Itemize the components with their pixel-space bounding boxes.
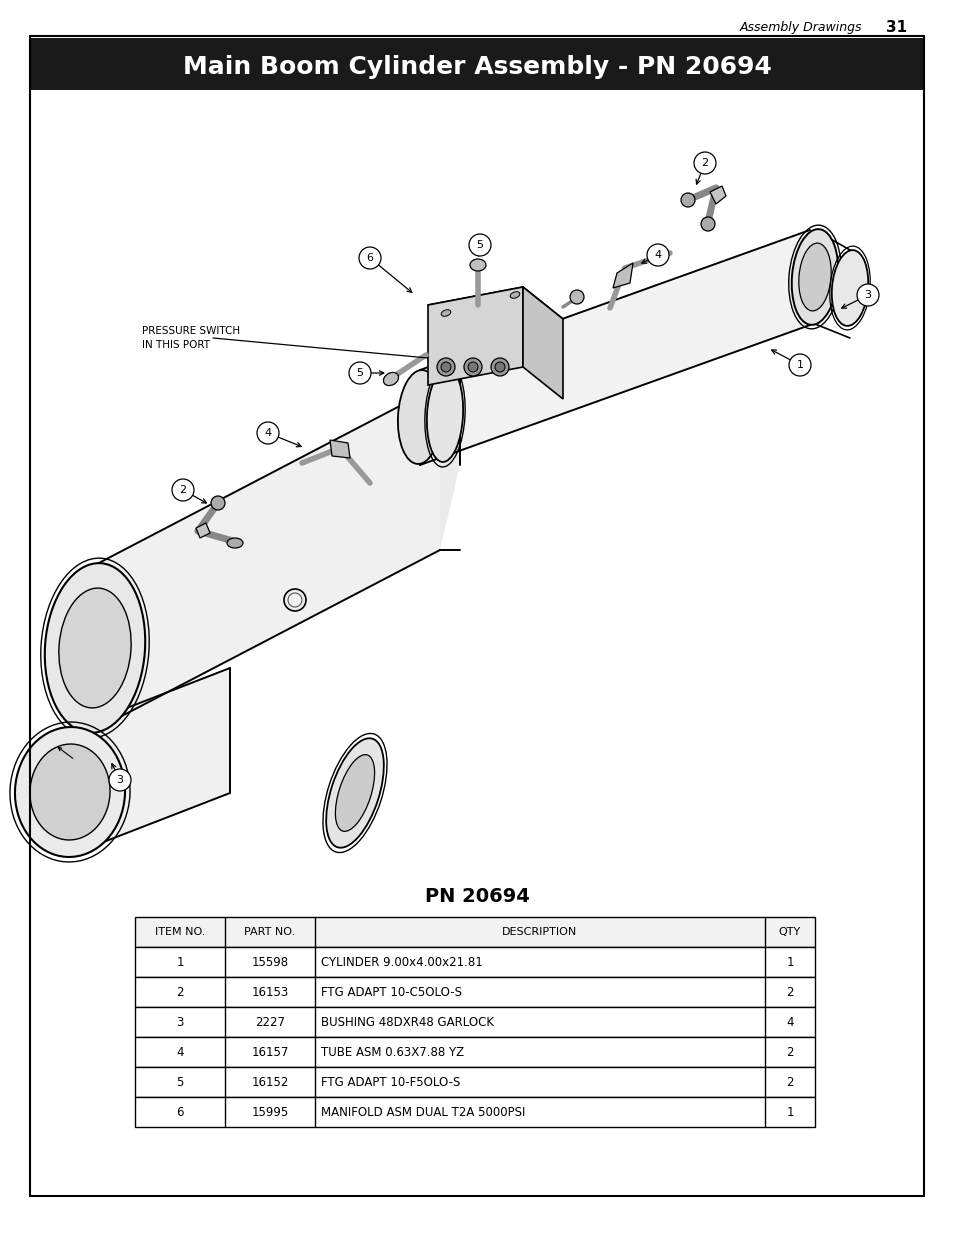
Text: 5: 5 (176, 1076, 184, 1088)
Polygon shape (195, 522, 210, 538)
Text: 2: 2 (700, 158, 708, 168)
Text: PRESSURE SWITCH
IN THIS PORT: PRESSURE SWITCH IN THIS PORT (142, 326, 240, 350)
Circle shape (856, 284, 878, 306)
Text: 4: 4 (264, 429, 272, 438)
Ellipse shape (436, 358, 455, 375)
Ellipse shape (45, 563, 145, 732)
Text: 16152: 16152 (251, 1076, 289, 1088)
Bar (30, 38, 923, 90)
Text: FTG ADAPT 10-C5OLO-S: FTG ADAPT 10-C5OLO-S (320, 986, 461, 999)
Ellipse shape (495, 362, 504, 372)
Polygon shape (709, 186, 725, 204)
Ellipse shape (470, 259, 485, 270)
Polygon shape (135, 918, 814, 947)
Text: QTY: QTY (778, 927, 801, 937)
Ellipse shape (227, 538, 243, 548)
Text: 4: 4 (176, 1046, 184, 1058)
Text: 1: 1 (785, 956, 793, 968)
Ellipse shape (491, 358, 509, 375)
Polygon shape (135, 1097, 814, 1128)
Polygon shape (428, 287, 522, 385)
Text: 5: 5 (356, 368, 363, 378)
Text: 2: 2 (785, 1046, 793, 1058)
Polygon shape (330, 440, 350, 458)
Text: DESCRIPTION: DESCRIPTION (502, 927, 577, 937)
Ellipse shape (791, 230, 838, 325)
Polygon shape (70, 668, 230, 855)
Text: 31: 31 (885, 21, 906, 36)
Circle shape (788, 354, 810, 375)
Text: 2: 2 (179, 485, 187, 495)
Text: 3: 3 (116, 776, 123, 785)
Text: 15995: 15995 (251, 1105, 289, 1119)
Ellipse shape (335, 755, 375, 831)
Circle shape (256, 422, 278, 445)
Ellipse shape (831, 251, 867, 326)
Text: BUSHING 48DXR48 GARLOCK: BUSHING 48DXR48 GARLOCK (320, 1015, 494, 1029)
Text: 2: 2 (785, 1076, 793, 1088)
Text: 2: 2 (785, 986, 793, 999)
Polygon shape (95, 385, 439, 730)
Ellipse shape (59, 588, 131, 708)
Text: 5: 5 (476, 240, 483, 249)
Polygon shape (439, 370, 459, 550)
Text: 16157: 16157 (251, 1046, 289, 1058)
Text: 1: 1 (785, 1105, 793, 1119)
Text: 6: 6 (176, 1105, 184, 1119)
Circle shape (693, 152, 716, 174)
Text: CYLINDER 9.00x4.00x21.81: CYLINDER 9.00x4.00x21.81 (320, 956, 482, 968)
Polygon shape (135, 1037, 814, 1067)
Text: 3: 3 (176, 1015, 184, 1029)
Circle shape (172, 479, 193, 501)
Circle shape (109, 769, 131, 790)
Text: 3: 3 (863, 290, 871, 300)
Text: 15598: 15598 (252, 956, 288, 968)
Ellipse shape (798, 243, 830, 311)
Text: Assembly Drawings: Assembly Drawings (739, 21, 862, 35)
Polygon shape (135, 947, 814, 977)
Circle shape (358, 247, 380, 269)
Ellipse shape (211, 496, 225, 510)
Ellipse shape (440, 362, 451, 372)
Ellipse shape (680, 193, 695, 207)
Text: 2227: 2227 (254, 1015, 285, 1029)
Text: PART NO.: PART NO. (244, 927, 295, 937)
Text: PN 20694: PN 20694 (424, 887, 529, 905)
Ellipse shape (15, 727, 125, 857)
Text: 1: 1 (796, 359, 802, 370)
Circle shape (349, 362, 371, 384)
Polygon shape (135, 977, 814, 1007)
Ellipse shape (463, 358, 481, 375)
Text: 1: 1 (176, 956, 184, 968)
Ellipse shape (700, 217, 714, 231)
Ellipse shape (510, 291, 519, 299)
Ellipse shape (426, 368, 462, 462)
Polygon shape (135, 1067, 814, 1097)
Ellipse shape (440, 310, 451, 316)
Text: 4: 4 (654, 249, 660, 261)
Polygon shape (428, 287, 562, 337)
Circle shape (646, 245, 668, 266)
Ellipse shape (383, 373, 398, 385)
Polygon shape (135, 1007, 814, 1037)
Text: ITEM NO.: ITEM NO. (154, 927, 205, 937)
Text: 6: 6 (366, 253, 374, 263)
Text: 16153: 16153 (251, 986, 289, 999)
Text: MANIFOLD ASM DUAL T2A 5000PSI: MANIFOLD ASM DUAL T2A 5000PSI (320, 1105, 525, 1119)
Ellipse shape (468, 362, 477, 372)
Text: Main Boom Cylinder Assembly - PN 20694: Main Boom Cylinder Assembly - PN 20694 (182, 56, 771, 79)
Text: TUBE ASM 0.63X7.88 YZ: TUBE ASM 0.63X7.88 YZ (320, 1046, 464, 1058)
Circle shape (469, 233, 491, 256)
Polygon shape (613, 263, 633, 288)
Text: 4: 4 (785, 1015, 793, 1029)
Polygon shape (522, 287, 562, 399)
Text: FTG ADAPT 10-F5OLO-S: FTG ADAPT 10-F5OLO-S (320, 1076, 460, 1088)
Polygon shape (419, 230, 809, 466)
Ellipse shape (397, 370, 441, 464)
Ellipse shape (30, 743, 110, 840)
Ellipse shape (326, 739, 383, 847)
Ellipse shape (569, 290, 583, 304)
Text: 2: 2 (176, 986, 184, 999)
